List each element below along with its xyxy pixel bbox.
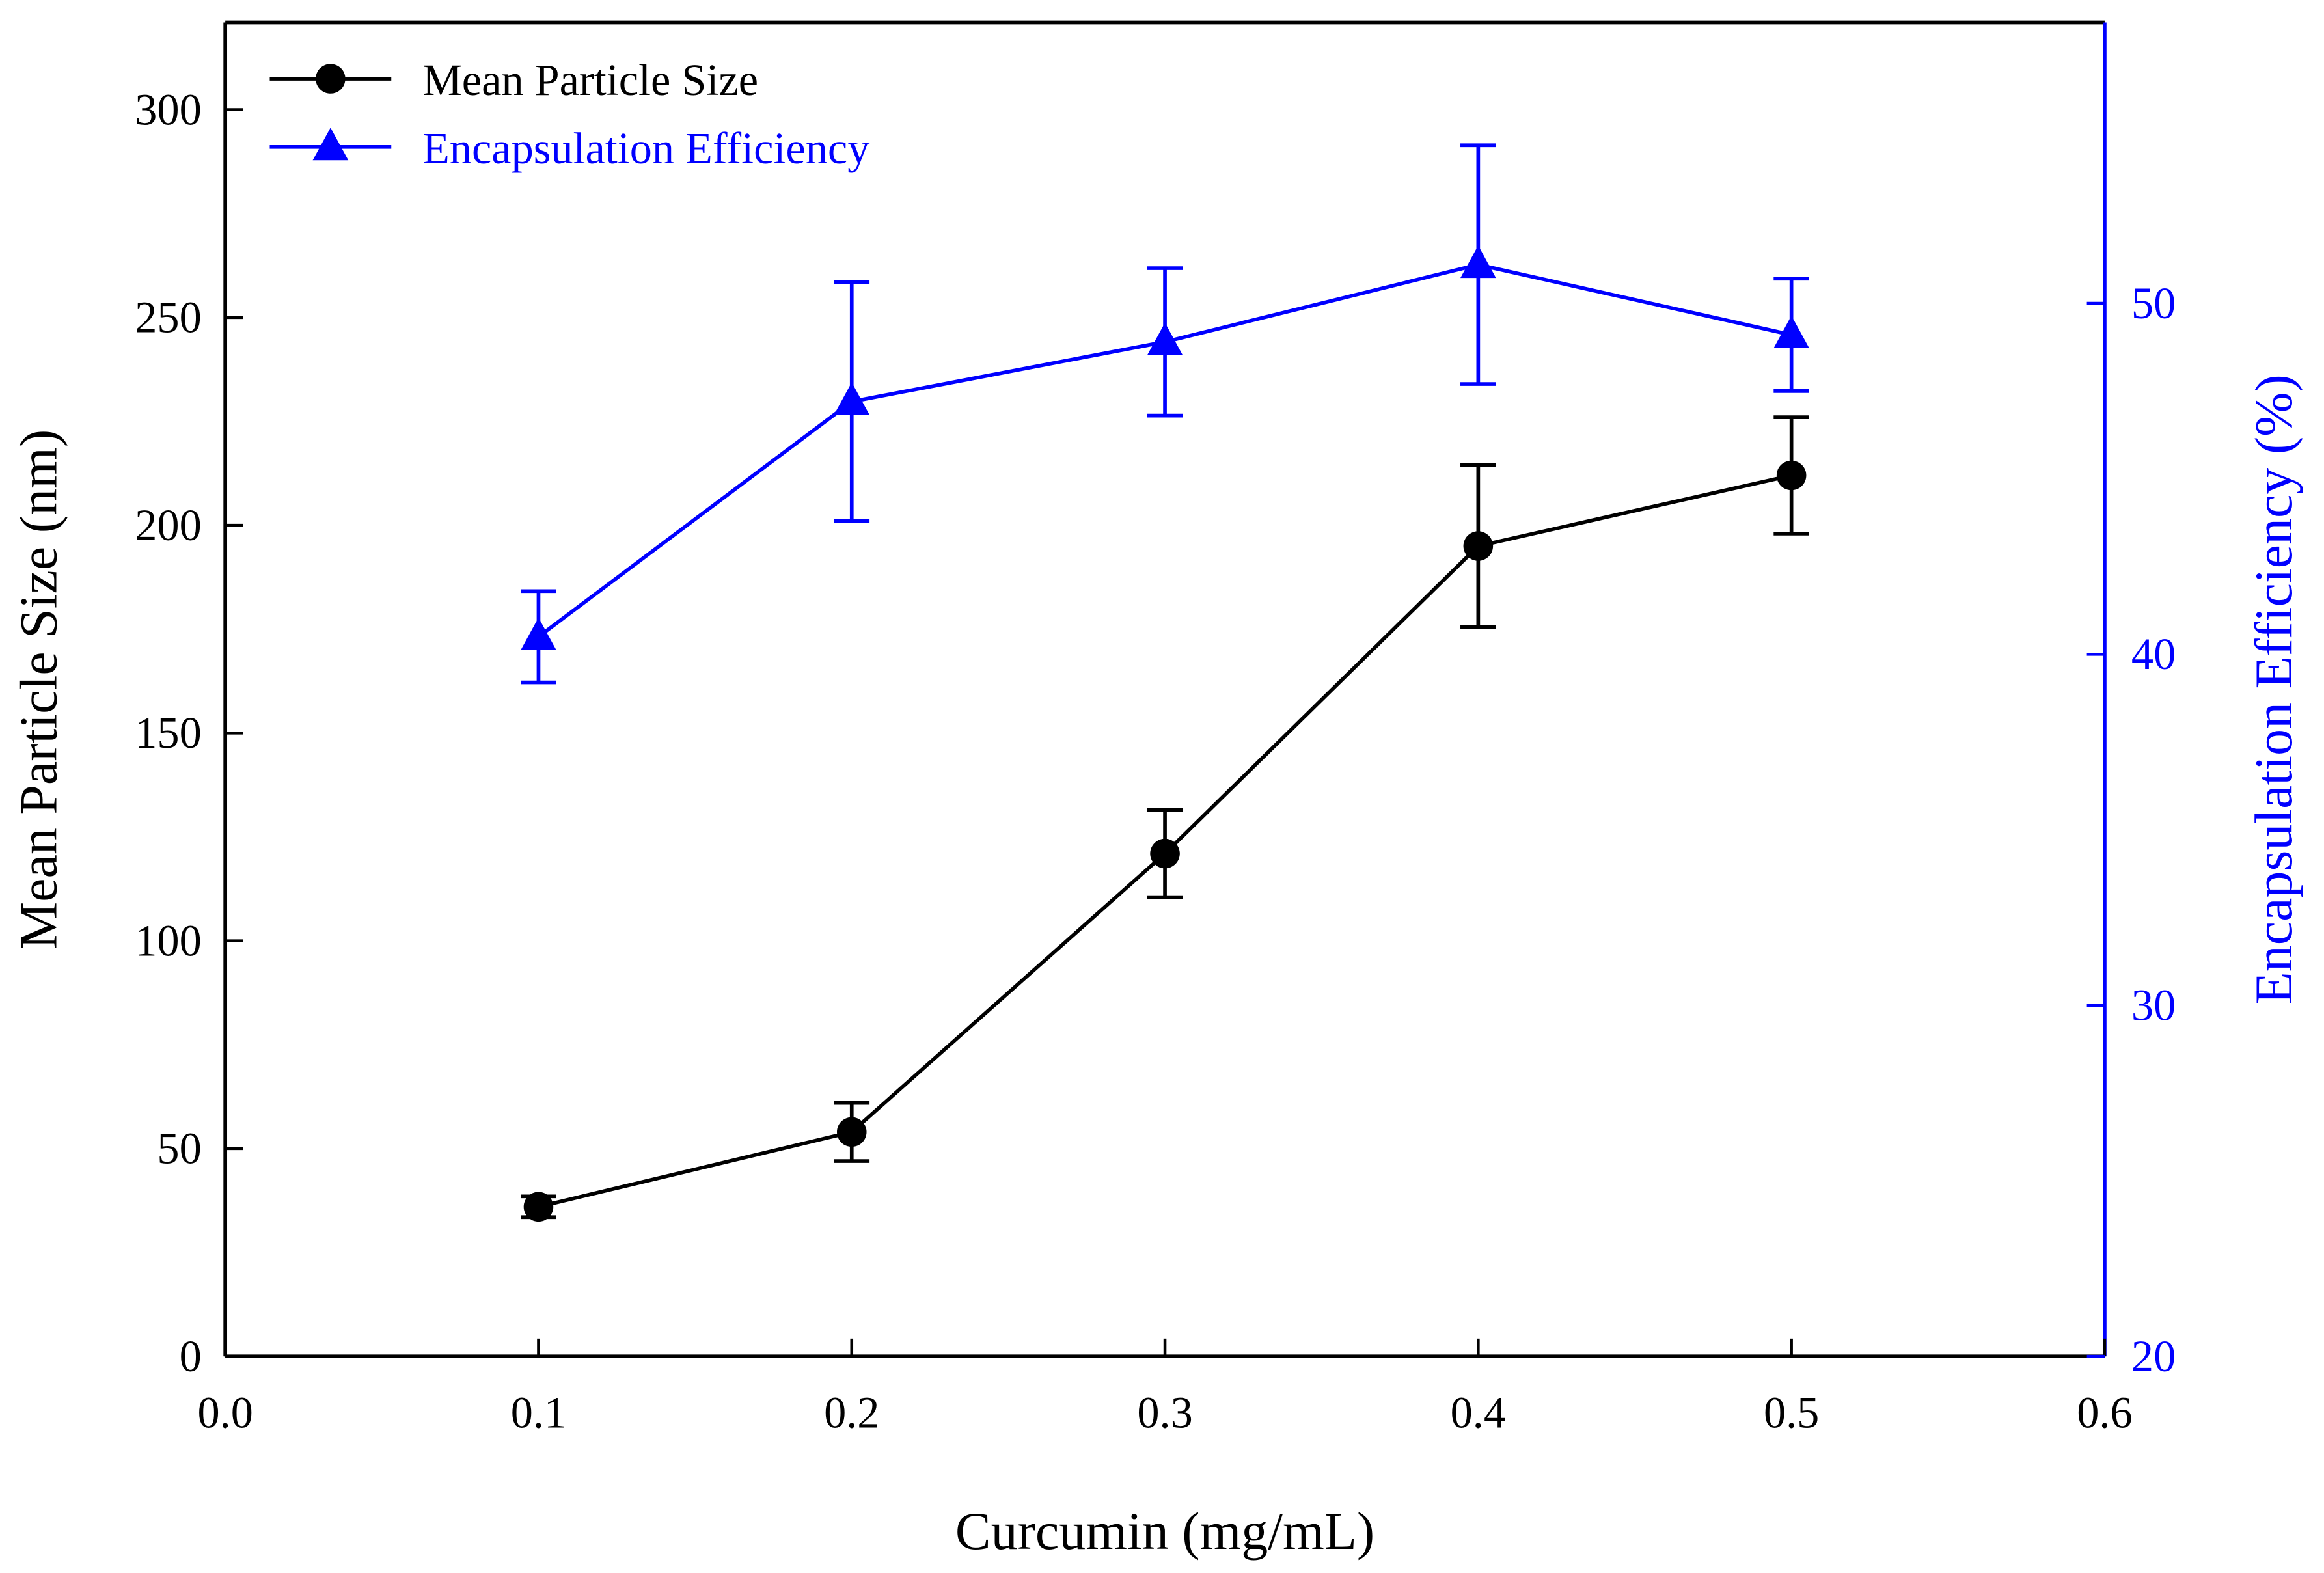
y2-axis-label: Encapsulation Efficiency (%) — [2244, 374, 2303, 1004]
x-tick-label: 0.6 — [2077, 1388, 2132, 1437]
data-point — [836, 1117, 867, 1147]
y-axis-label: Mean Particle Size (nm) — [9, 430, 68, 950]
y-tick-label: 300 — [135, 85, 201, 134]
y2-tick-label: 30 — [2131, 981, 2176, 1030]
legend: Mean Particle Size Encapsulation Efficien… — [269, 55, 869, 173]
y-tick-label: 200 — [135, 500, 201, 550]
y2-tick-label: 20 — [2131, 1332, 2176, 1381]
data-point — [1150, 838, 1180, 869]
x-tick-label: 0.4 — [1451, 1388, 1506, 1437]
data-point — [521, 617, 556, 650]
x-axis-label: Curcumin (mg/mL) — [955, 1501, 1374, 1561]
y2-tick-label: 50 — [2131, 279, 2176, 328]
y-tick-label: 150 — [135, 708, 201, 758]
legend-label: Mean Particle Size — [422, 55, 758, 105]
data-point — [834, 382, 870, 415]
x-tick-label: 0.3 — [1137, 1388, 1192, 1437]
data-point — [1773, 315, 1809, 349]
legend-marker-triangle — [312, 128, 349, 161]
x-tick-label: 0.1 — [511, 1388, 566, 1437]
y-tick-label: 50 — [157, 1124, 201, 1173]
data-point — [1776, 460, 1807, 491]
x-tick-label: 0.2 — [824, 1388, 879, 1437]
data-point — [523, 1192, 554, 1222]
x-tick-label: 0.0 — [197, 1388, 253, 1437]
y-tick-label: 250 — [135, 293, 201, 342]
y2-tick-label: 40 — [2131, 629, 2176, 679]
legend-label: Encapsulation Efficiency — [422, 124, 869, 173]
data-point — [1463, 531, 1494, 561]
x-tick-label: 0.5 — [1764, 1388, 1819, 1437]
data-point — [1147, 322, 1183, 355]
data-point — [1460, 245, 1496, 279]
legend-marker-circle — [316, 64, 346, 94]
y-tick-label: 100 — [135, 916, 201, 965]
y-tick-label: 0 — [180, 1332, 202, 1381]
